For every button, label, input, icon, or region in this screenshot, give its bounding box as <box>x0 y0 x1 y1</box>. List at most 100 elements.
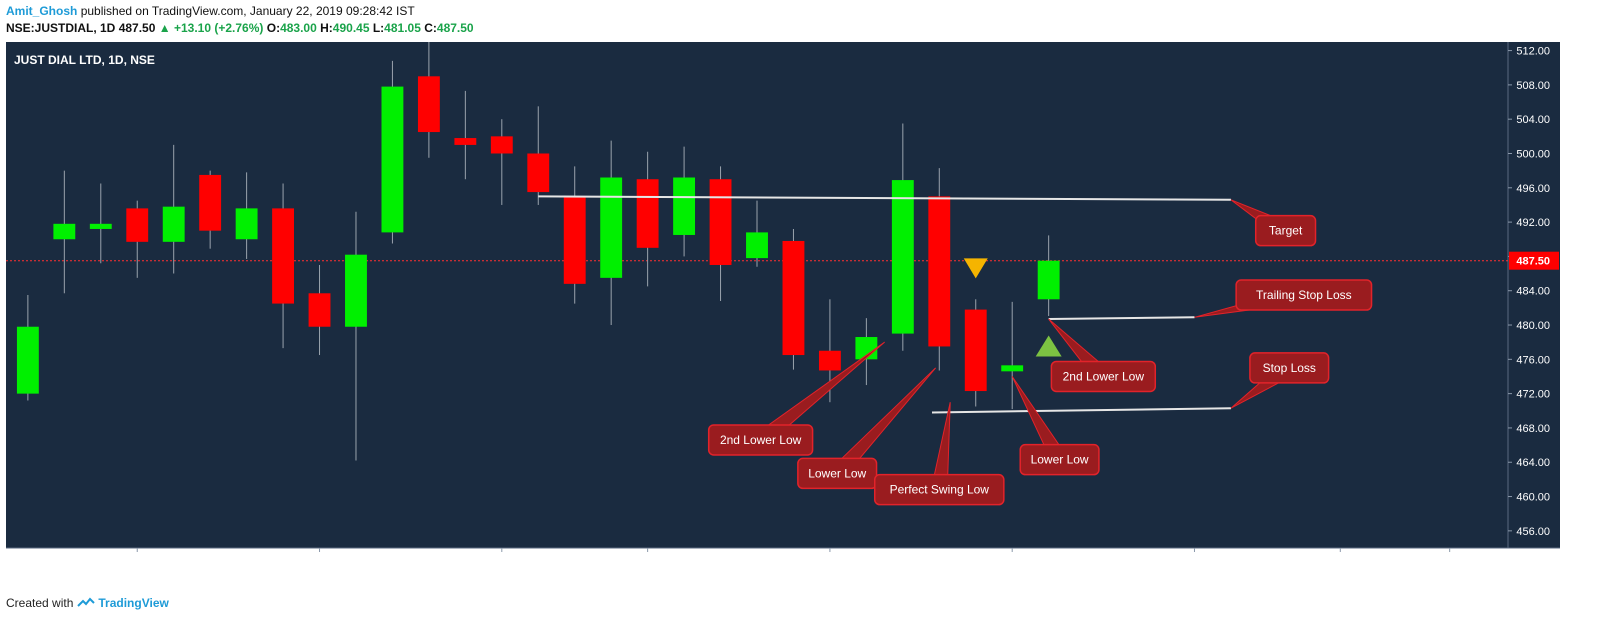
change-value: +13.10 (+2.76%) <box>173 21 264 35</box>
candle-body <box>235 208 258 240</box>
time-tick-label: 6 <box>1447 557 1453 569</box>
candle <box>709 166 732 302</box>
candle-body <box>308 293 331 327</box>
candle <box>162 144 185 274</box>
candle <box>1001 301 1024 410</box>
annotation-callout: Lower Low <box>797 367 937 490</box>
candle-body <box>1001 365 1024 372</box>
candle <box>600 140 623 326</box>
candle <box>891 123 914 351</box>
trendline <box>931 407 1231 414</box>
candle-body <box>162 206 185 242</box>
candle <box>235 172 258 259</box>
candle-body <box>818 350 841 371</box>
callout-box <box>797 457 878 490</box>
candle-body <box>417 76 440 133</box>
candle <box>199 170 222 249</box>
candle-body <box>964 309 987 392</box>
candle <box>746 200 768 267</box>
time-tick-label: 24 <box>313 557 326 569</box>
callout-box <box>873 473 1005 506</box>
candle-body <box>272 208 295 304</box>
callout-box <box>1235 279 1373 311</box>
symbol-label: NSE:JUSTDIAL, 1D <box>6 21 116 35</box>
candle <box>272 183 295 349</box>
callout-box <box>1249 352 1330 384</box>
price-tick-label: 492.00 <box>1516 217 1550 229</box>
candle <box>126 200 149 278</box>
candle <box>381 60 404 244</box>
annotation-callout: Lower Low <box>1011 376 1100 476</box>
published-text: published on TradingView.com, January 22… <box>80 4 415 18</box>
publisher-line: Amit_Ghosh published on TradingView.com,… <box>6 3 474 20</box>
close-label: C: <box>424 21 437 35</box>
price-tick-label: 472.00 <box>1516 389 1550 401</box>
callout-label: Lower Low <box>808 466 866 480</box>
price-tick-label: 484.00 <box>1516 286 1550 298</box>
open-label: O: <box>266 21 281 35</box>
author-link[interactable]: Amit_Ghosh <box>6 4 78 18</box>
arrow-down-icon <box>963 258 988 279</box>
candle <box>490 119 513 205</box>
open-value: 483.00 <box>280 21 317 35</box>
low-label: L: <box>372 21 385 35</box>
footer: Created with TradingView <box>6 596 169 610</box>
candle-body <box>1037 260 1060 300</box>
time-tick-label: 21 <box>1006 557 1018 569</box>
price-tick-label: 476.00 <box>1516 354 1550 366</box>
candlestick-chart[interactable]: JUST DIAL LTD, 1D, NSE 512.00 508.00 504.0… <box>0 42 1600 573</box>
candle-body <box>16 326 39 394</box>
arrow-up-icon <box>1035 335 1062 357</box>
time-tick-label: 28 <box>1188 557 1200 569</box>
tradingview-brand[interactable]: TradingView <box>77 596 169 610</box>
callout-label: Perfect Swing Low <box>890 483 990 497</box>
candle-body <box>891 180 914 334</box>
candle <box>527 106 550 205</box>
candle-body <box>527 153 550 193</box>
annotation-callout: 2nd Lower Low <box>707 341 885 456</box>
candle-body <box>345 254 367 327</box>
annotation-callout: Trailing Stop Loss <box>1194 279 1373 318</box>
price-tick-label: 456.00 <box>1516 526 1550 538</box>
close-value: 487.50 <box>436 21 474 35</box>
low-value: 481.05 <box>384 21 421 35</box>
price-tick-label: 468.00 <box>1516 423 1550 435</box>
callout-label: Stop Loss <box>1263 361 1316 375</box>
candle-body <box>636 179 659 248</box>
candle-body <box>709 179 732 265</box>
annotation-callout: Stop Loss <box>1230 352 1330 409</box>
candle <box>417 42 440 158</box>
candle-body <box>199 174 222 231</box>
candle-body <box>673 177 696 235</box>
callout-label: Trailing Stop Loss <box>1256 288 1352 302</box>
callout-label: 2nd Lower Low <box>1063 369 1145 383</box>
candle <box>53 170 76 294</box>
candle-body <box>782 240 805 356</box>
candle <box>308 264 331 356</box>
callout-label: Target <box>1269 224 1303 238</box>
time-tick-label: Feb <box>1331 557 1351 569</box>
price-axis-background <box>1508 42 1560 548</box>
last-price: 487.50 <box>118 21 156 35</box>
tradingview-logo-icon <box>77 597 96 607</box>
time-tick-label: 17 <box>131 557 143 569</box>
candle-body <box>53 223 76 240</box>
high-value: 490.45 <box>332 21 370 35</box>
created-with-text: Created with <box>6 596 74 610</box>
candle-body <box>563 196 586 284</box>
time-tick-label: 7 <box>645 557 651 569</box>
candle <box>964 299 987 407</box>
price-tick-label: 480.00 <box>1516 320 1550 332</box>
candle-body <box>746 232 768 259</box>
chart-title: JUST DIAL LTD, 1D, NSE <box>14 53 155 67</box>
candle <box>563 166 586 304</box>
candle <box>928 168 951 371</box>
candle-body <box>928 196 951 347</box>
callout-box <box>707 424 814 456</box>
callout-label: Lower Low <box>1031 453 1089 467</box>
candle-body <box>454 138 477 145</box>
trendline <box>1048 316 1195 321</box>
current-price-label: 487.50 <box>1516 256 1550 268</box>
ohlc-line: NSE:JUSTDIAL, 1D 487.50 ▲ +13.10 (+2.76%… <box>6 20 474 37</box>
price-tick-label: 512.00 <box>1516 46 1550 58</box>
